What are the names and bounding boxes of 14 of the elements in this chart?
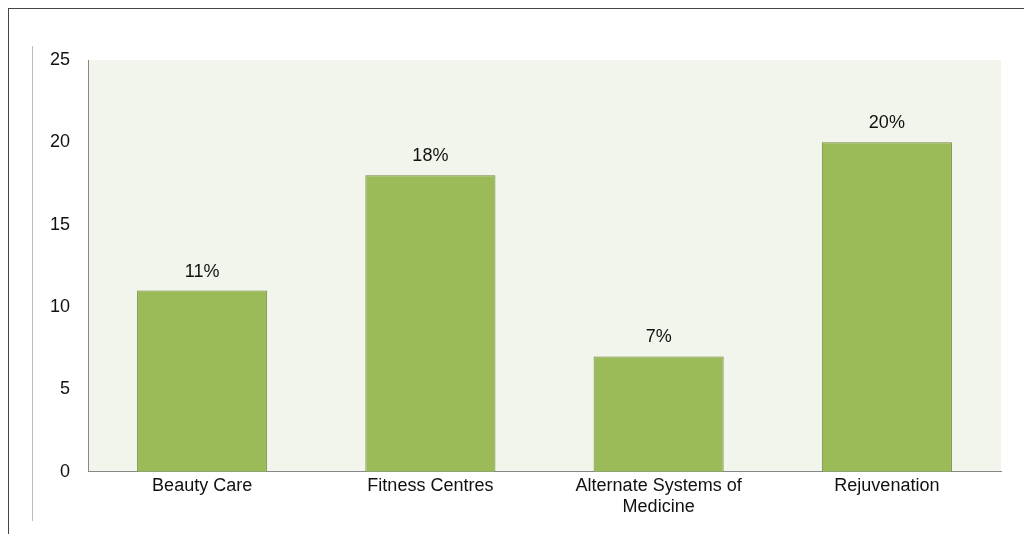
data-label: 11% <box>184 260 220 281</box>
x-tick-label: Beauty Care <box>152 474 253 495</box>
data-label: 18% <box>412 145 449 166</box>
x-tick-label: Alternate Systems of Medicine <box>575 474 743 517</box>
y-tick-label: 0 <box>60 460 71 481</box>
y-tick-label: 5 <box>60 378 71 399</box>
y-tick-label: 15 <box>49 213 71 234</box>
y-tick-label: 10 <box>49 296 71 317</box>
x-tick-label: Fitness Centres <box>367 474 494 495</box>
y-tick-label: 20 <box>49 131 71 152</box>
y-tick-label: 25 <box>49 48 71 69</box>
data-label: 7% <box>645 326 672 347</box>
data-label: 20% <box>868 112 905 133</box>
x-tick-label: Rejuvenation <box>834 474 940 495</box>
